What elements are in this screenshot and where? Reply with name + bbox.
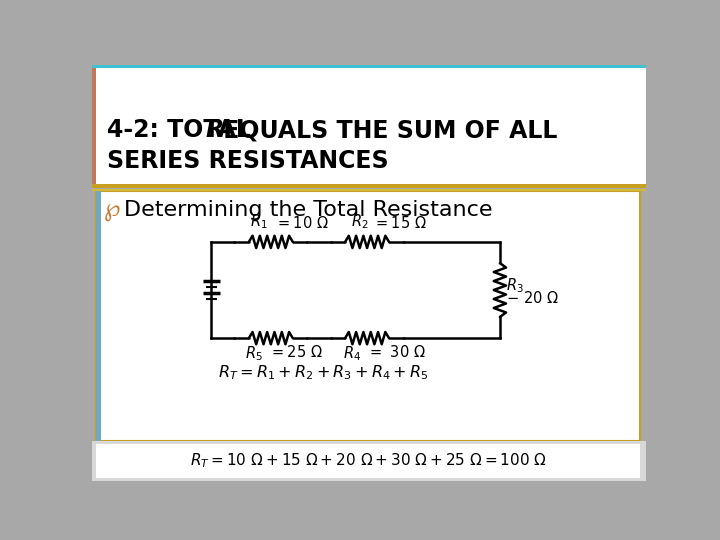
Bar bbox=[92, 68, 647, 184]
Text: $R_2$: $R_2$ bbox=[351, 212, 368, 231]
Text: Determining the Total Resistance: Determining the Total Resistance bbox=[124, 200, 492, 220]
Text: $R_3$: $R_3$ bbox=[506, 276, 524, 295]
Text: $= 10\ \Omega$: $= 10\ \Omega$ bbox=[274, 215, 328, 231]
Text: $= 25\ \Omega$: $= 25\ \Omega$ bbox=[269, 345, 323, 360]
Text: EQUALS THE SUM OF ALL: EQUALS THE SUM OF ALL bbox=[215, 118, 557, 142]
Text: $R_T = 10\ \Omega + 15\ \Omega + 20\ \Omega + 30\ \Omega + 25\ \Omega = 100\ \Om: $R_T = 10\ \Omega + 15\ \Omega + 20\ \Om… bbox=[190, 451, 548, 470]
Text: ℘: ℘ bbox=[104, 198, 121, 221]
Bar bbox=[96, 191, 640, 441]
Bar bbox=[92, 65, 647, 68]
Bar bbox=[96, 444, 640, 477]
Bar bbox=[92, 68, 96, 184]
Bar bbox=[92, 184, 647, 188]
Text: $= 15\ \Omega$: $= 15\ \Omega$ bbox=[373, 215, 427, 231]
Bar bbox=[92, 189, 647, 191]
Text: $R_4$: $R_4$ bbox=[343, 345, 361, 363]
Text: $=\ 30\ \Omega$: $=\ 30\ \Omega$ bbox=[367, 345, 426, 360]
Text: R: R bbox=[206, 118, 224, 142]
Bar bbox=[96, 191, 101, 441]
Text: $-\ 20\ \Omega$: $-\ 20\ \Omega$ bbox=[506, 290, 559, 306]
Bar bbox=[92, 441, 647, 481]
Text: $R_5$: $R_5$ bbox=[246, 345, 263, 363]
Text: $R_T = R_1 + R_2 + R_3 + R_4 + R_5$: $R_T = R_1 + R_2 + R_3 + R_4 + R_5$ bbox=[217, 363, 428, 382]
Text: 4-2: TOTAL: 4-2: TOTAL bbox=[107, 118, 259, 142]
Text: $R_1$: $R_1$ bbox=[251, 212, 268, 231]
Text: SERIES RESISTANCES: SERIES RESISTANCES bbox=[107, 149, 389, 173]
